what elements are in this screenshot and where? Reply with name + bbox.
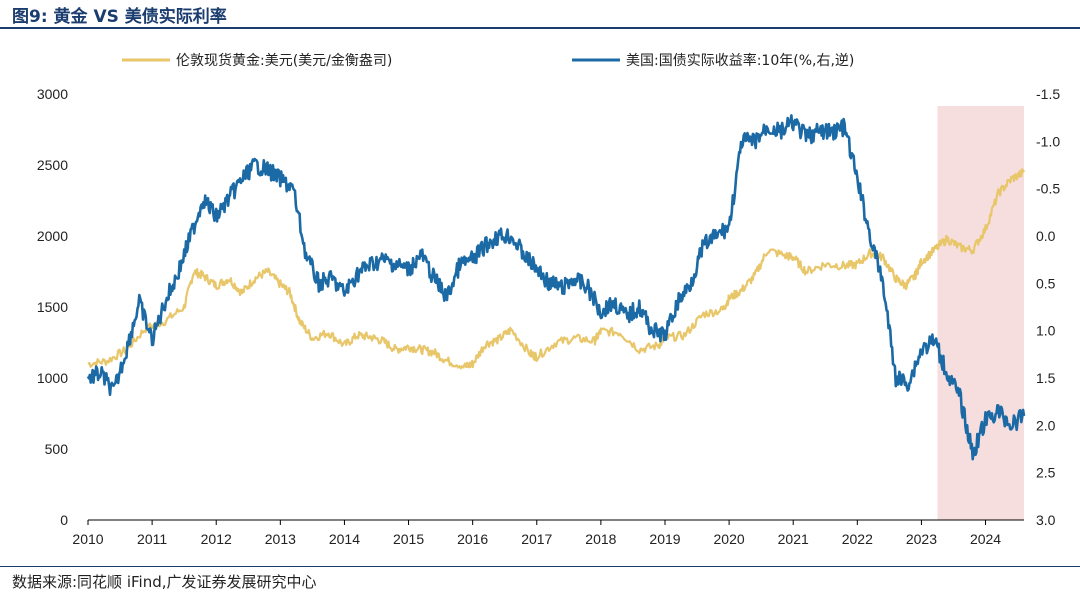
y-right-tick-label: 1.5 xyxy=(1036,370,1056,386)
chart-title: 图9: 黄金 VS 美债实际利率 xyxy=(12,7,227,27)
data-source: 数据来源:同花顺 iFind,广发证券发展研究中心 xyxy=(12,573,317,591)
x-tick-label: 2021 xyxy=(778,531,809,547)
legend-label-gold: 伦敦现货黄金:美元(美元/金衡盎司) xyxy=(176,52,392,69)
legend-label-real-yield: 美国:国债实际收益率:10年(%,右,逆) xyxy=(626,52,854,69)
y-left-tick-label: 1500 xyxy=(37,299,68,315)
x-tick-label: 2014 xyxy=(329,531,360,547)
y-right-tick-label: 0.0 xyxy=(1036,228,1056,244)
chart-canvas: 2010 2011 2012 2013 2014 2015 2016 2017 2018 2019… xyxy=(37,52,1060,547)
y-left-tick-label: 3000 xyxy=(37,86,68,102)
footer-divider xyxy=(0,566,1080,567)
x-tick-label: 2024 xyxy=(970,531,1001,547)
y-left-tick-label: 500 xyxy=(45,441,69,457)
y-left-tick-label: 1000 xyxy=(37,370,68,386)
x-tick-label: 2019 xyxy=(649,531,680,547)
y-right-tick-label: -1.0 xyxy=(1036,133,1060,149)
x-tick-label: 2012 xyxy=(201,531,232,547)
y-right-tick-label: 2.5 xyxy=(1036,465,1056,481)
gold-price-series-line xyxy=(87,168,1025,370)
title-divider xyxy=(0,27,1080,29)
x-tick-label: 2011 xyxy=(137,531,167,547)
x-tick-label: 2016 xyxy=(457,531,488,547)
y-right-tick-label: 0.5 xyxy=(1036,275,1056,291)
y-right-tick-label: 2.0 xyxy=(1036,417,1056,433)
real-yield-series-line xyxy=(86,114,1026,461)
y-right-tick-label: -0.5 xyxy=(1036,181,1060,197)
y-left-tick-label: 0 xyxy=(60,512,68,528)
x-tick-label: 2022 xyxy=(842,531,873,547)
x-tick-label: 2020 xyxy=(714,531,745,547)
y-right-tick-label: 3.0 xyxy=(1036,512,1056,528)
x-tick-label: 2017 xyxy=(521,531,552,547)
x-tick-label: 2023 xyxy=(906,531,937,547)
x-tick-label: 2013 xyxy=(265,531,296,547)
y-left-tick-label: 2000 xyxy=(37,228,68,244)
y-left-tick-label: 2500 xyxy=(37,157,68,173)
x-tick-label: 2015 xyxy=(393,531,424,547)
x-tick-label: 2018 xyxy=(585,531,616,547)
y-right-tick-label: 1.0 xyxy=(1036,323,1056,339)
y-right-tick-label: -1.5 xyxy=(1036,86,1060,102)
x-tick-label: 2010 xyxy=(72,531,103,547)
highlight-region xyxy=(937,106,1024,520)
